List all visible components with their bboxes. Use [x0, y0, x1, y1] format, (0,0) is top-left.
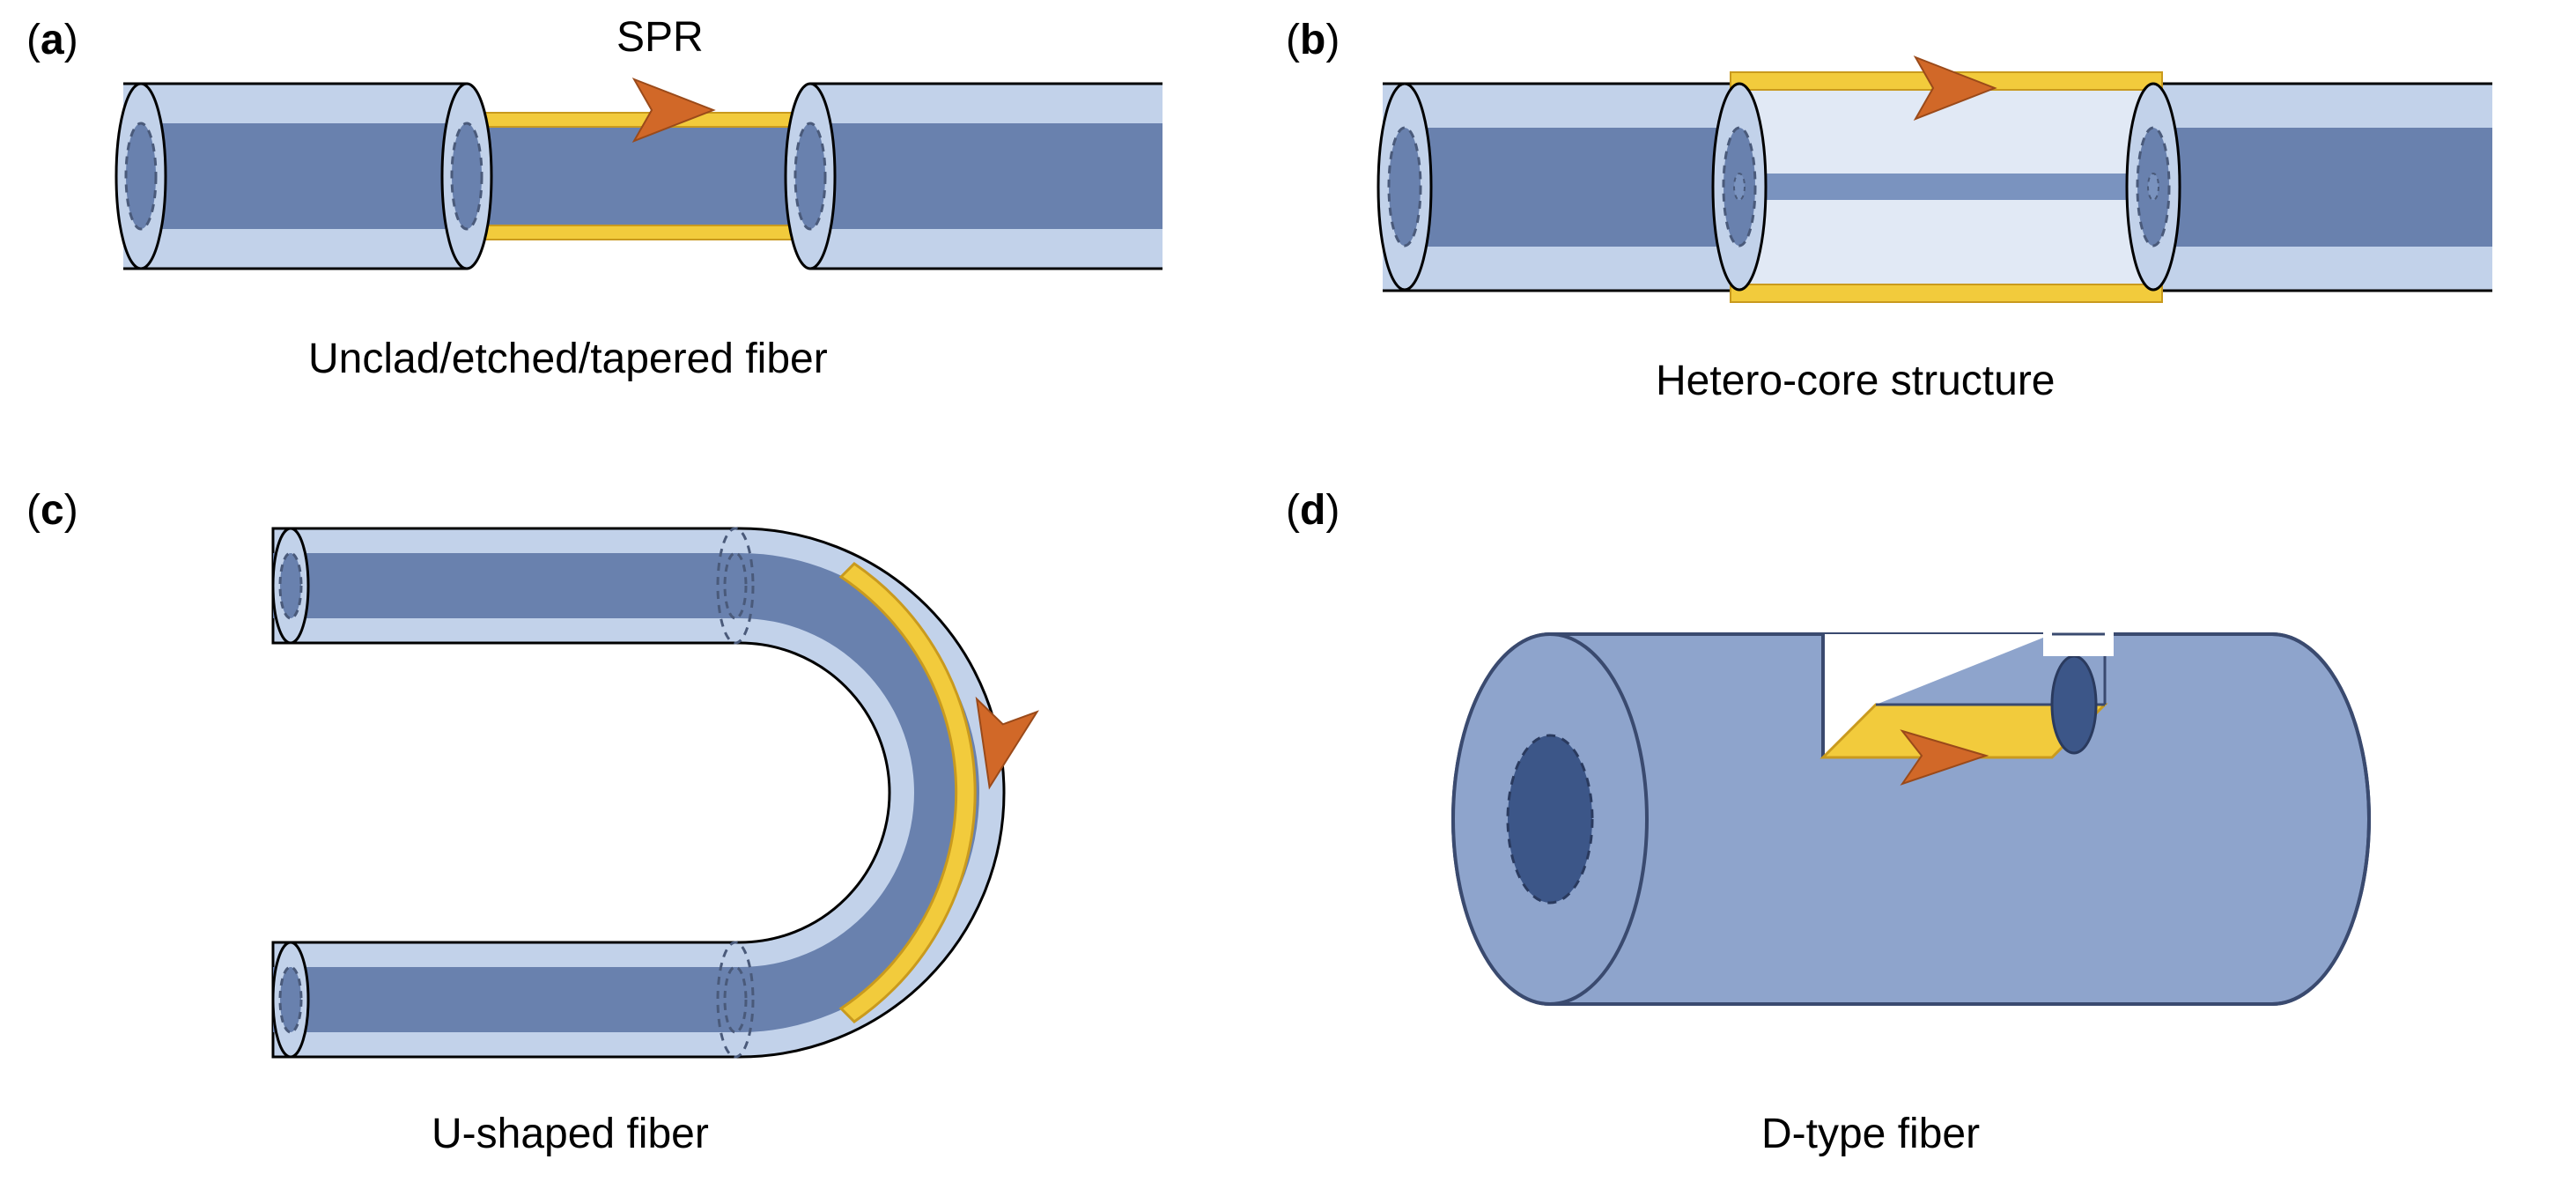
- figure-svg: [0, 0, 2576, 1189]
- panel-b-drawing: [1378, 57, 2492, 302]
- panel-d-drawing: [1453, 617, 2369, 1004]
- figure-container: (a) (b) (c) (d) SPR Unclad/etched/tapere…: [0, 0, 2576, 1189]
- panel-c-drawing: [273, 528, 1037, 1057]
- panel-a-drawing: [116, 79, 1163, 271]
